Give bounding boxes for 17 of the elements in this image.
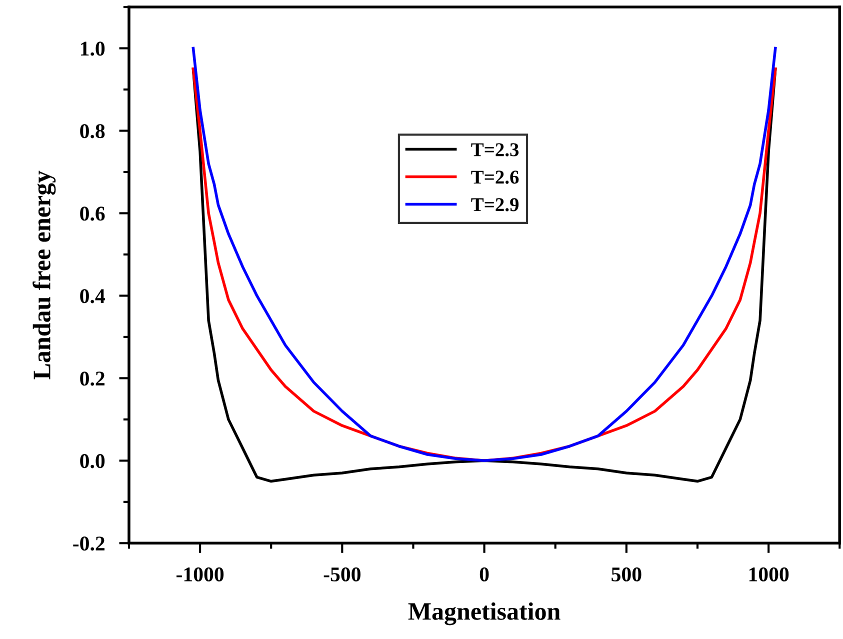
- x-axis-title: Magnetisation: [408, 602, 560, 626]
- y-tick-label: 0.8: [80, 124, 105, 138]
- y-tick-label: 1.0: [80, 42, 105, 56]
- legend-label: T=2.9: [471, 198, 519, 212]
- x-tick-label: -1000: [176, 567, 224, 582]
- y-tick-label: 0.6: [80, 206, 105, 221]
- x-tick-label: 500: [612, 567, 642, 582]
- legend-label: T=2.3: [471, 143, 519, 156]
- x-tick-label: 0: [480, 567, 489, 582]
- y-tick-label: 0.4: [80, 289, 105, 304]
- x-tick-label: -500: [324, 567, 360, 582]
- y-axis-title: Landau free energy: [32, 170, 56, 380]
- x-tick-label: 1000: [749, 567, 789, 582]
- y-tick-label: -0.2: [73, 536, 104, 551]
- legend-label: T=2.6: [471, 170, 519, 184]
- y-tick-label: 0.2: [80, 372, 104, 386]
- y-tick-label: 0.0: [80, 454, 105, 468]
